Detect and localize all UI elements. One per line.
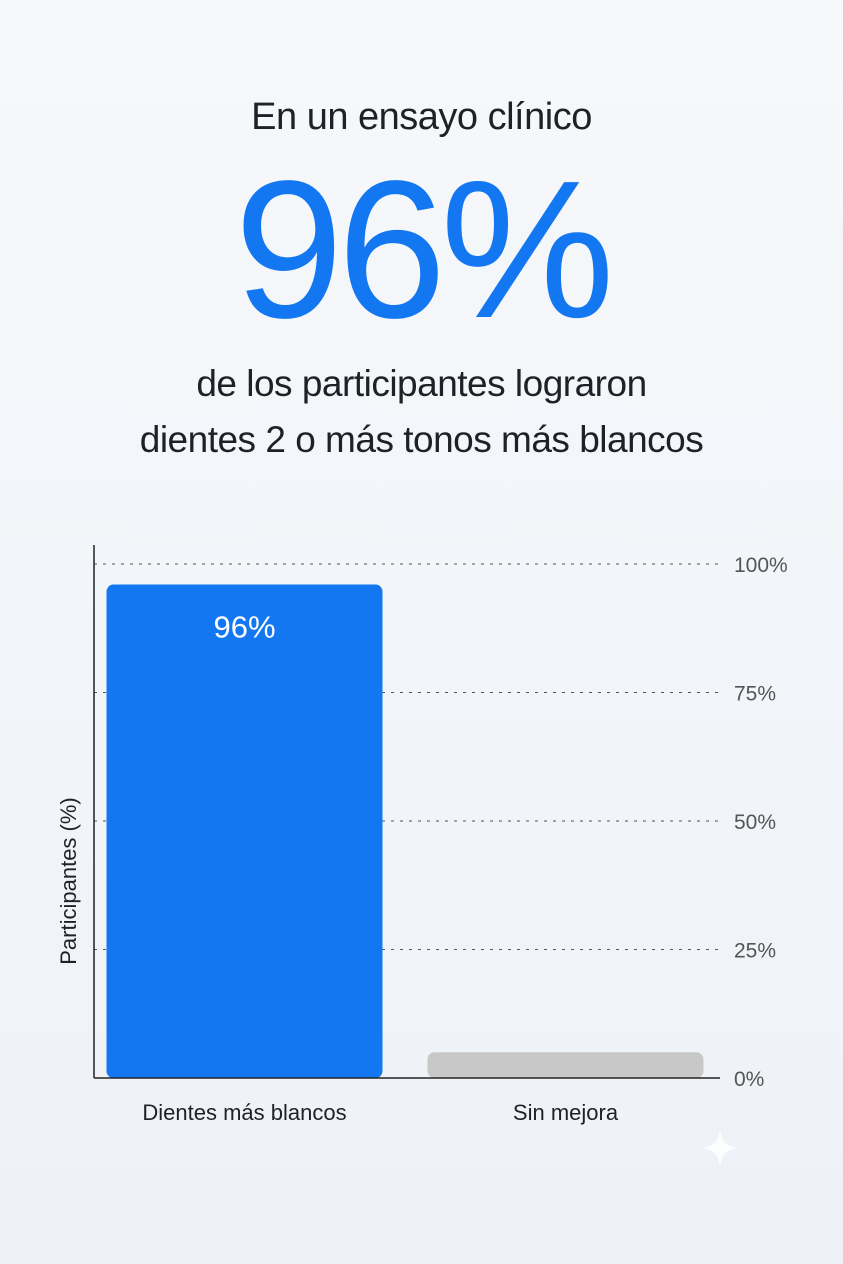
y-axis-label: Participantes (%) (56, 797, 81, 965)
y-tick-label: 50% (734, 811, 776, 834)
bar-data-label: 96% (213, 610, 275, 645)
y-tick-label: 0% (734, 1068, 764, 1091)
sparkle-icon (702, 1130, 738, 1166)
y-tick-label: 75% (734, 683, 776, 706)
subtitle-line-2: dientes 2 o más tonos más blancos (139, 419, 704, 460)
subtitle: de los participantes lograron dientes 2 … (0, 356, 843, 468)
y-tick-label: 100% (734, 554, 788, 577)
subtitle-line-1: de los participantes lograron (196, 363, 647, 404)
x-tick-label: Sin mejora (513, 1100, 619, 1125)
x-tick-label: Dientes más blancos (142, 1100, 346, 1125)
intro-text: En un ensayo clínico (251, 96, 592, 138)
headline-stat: 96% (234, 140, 614, 359)
bar (106, 584, 383, 1078)
bar (427, 1052, 704, 1078)
y-tick-label: 25% (734, 940, 776, 963)
